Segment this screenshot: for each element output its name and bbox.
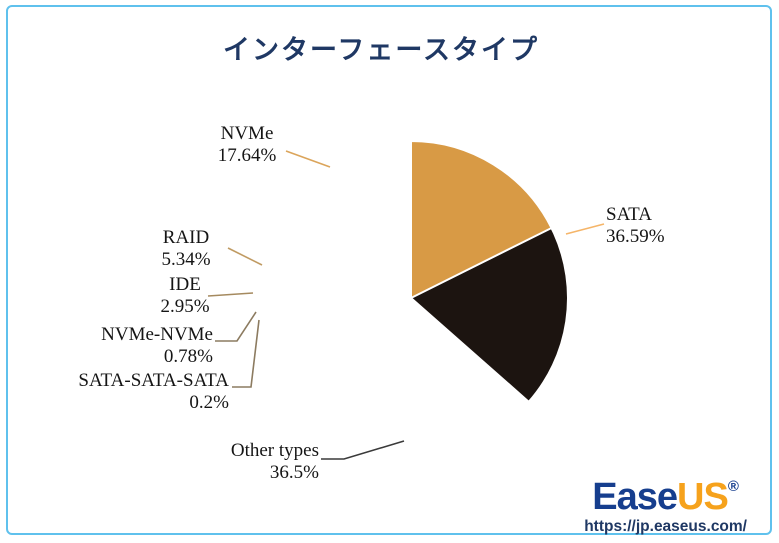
- logo-text-us: US: [677, 476, 729, 518]
- leader-line-nvme: [285, 150, 331, 168]
- registered-trademark-icon: ®: [727, 478, 739, 495]
- pie-label-value: 17.64%: [217, 145, 277, 166]
- pie-label-value: 2.95%: [160, 296, 210, 317]
- pie-slice-nvme[interactable]: [410, 140, 553, 299]
- pie-label-name: Other types: [230, 440, 319, 461]
- branding-block: EaseUS® https://jp.easeus.com/: [584, 466, 747, 536]
- pie-label-ide: IDE 2.95%: [160, 274, 209, 318]
- pie-label-nvme: NVMe 17.64%: [218, 123, 277, 167]
- leader-line-sata: [565, 223, 605, 235]
- pie-label-value: 0.78%: [163, 346, 213, 367]
- pie-label-sata: SATA 36.59%: [606, 204, 665, 248]
- pie-label-value: 0.2%: [189, 392, 229, 413]
- pie-label-name: NVMe-NVMe: [101, 324, 213, 345]
- leader-line-other-types: [321, 440, 405, 460]
- logo-text-ease: Ease: [592, 476, 678, 518]
- pie-label-nvme-nvme: NVMe-NVMe 0.78%: [101, 324, 213, 368]
- leader-line-sata-sata-sata: [232, 319, 260, 388]
- pie-label-name: RAID: [162, 227, 210, 248]
- leader-line-nvme-nvme: [215, 311, 257, 342]
- pie-label-value: 5.34%: [161, 249, 211, 270]
- pie-label-name: SATA: [606, 204, 652, 225]
- easeus-logo: EaseUS®: [584, 466, 747, 518]
- pie-label-value: 36.5%: [269, 462, 319, 483]
- pie-label-raid: RAID 5.34%: [161, 227, 210, 271]
- leader-line-ide: [207, 292, 254, 297]
- pie-label-sata-sata-sata: SATA-SATA-SATA 0.2%: [78, 370, 229, 414]
- pie-label-other-types: Other types 36.5%: [231, 440, 319, 484]
- chart-title: インターフェースタイプ: [222, 35, 540, 65]
- pie-label-name: NVMe: [220, 123, 274, 144]
- leader-line-raid: [227, 247, 263, 266]
- easeus-url-link[interactable]: https://jp.easeus.com/: [584, 518, 747, 535]
- pie-label-value: 36.59%: [606, 226, 665, 247]
- pie-label-name: SATA-SATA-SATA: [78, 370, 229, 391]
- pie-label-name: IDE: [169, 274, 201, 295]
